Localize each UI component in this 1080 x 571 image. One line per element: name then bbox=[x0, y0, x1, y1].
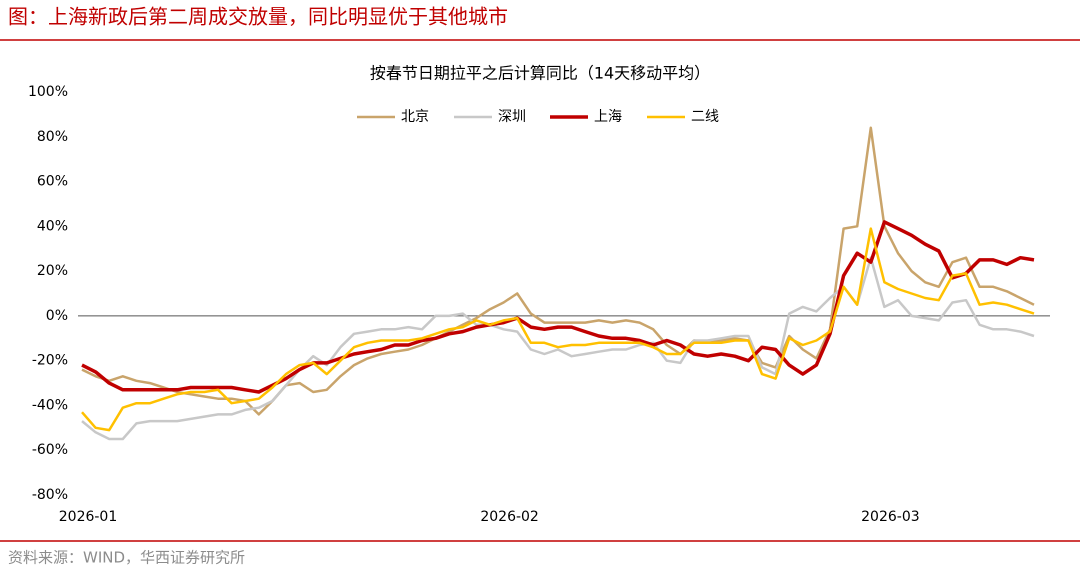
y-tick-label: -20% bbox=[32, 353, 68, 369]
series-line bbox=[81, 227, 1035, 432]
y-tick-label: 20% bbox=[37, 263, 68, 279]
x-tick-label: 2026-02 bbox=[480, 509, 539, 525]
y-tick-label: 100% bbox=[28, 84, 68, 100]
x-tick-label: 2026-01 bbox=[59, 509, 118, 525]
series-line bbox=[81, 220, 1035, 394]
y-tick-label: -40% bbox=[32, 397, 68, 413]
series-line bbox=[81, 126, 1035, 416]
y-tick-label: -60% bbox=[32, 442, 68, 458]
y-tick-label: 60% bbox=[37, 174, 68, 190]
chart-title: 按春节日期拉平之后计算同比（14天移动平均） bbox=[370, 64, 710, 83]
legend-label: 上海 bbox=[594, 109, 622, 125]
x-tick-label: 2026-03 bbox=[861, 509, 920, 525]
y-tick-label: 80% bbox=[37, 129, 68, 145]
legend-label: 深圳 bbox=[498, 109, 526, 125]
page-title: 图：上海新政后第二周成交放量，同比明显优于其他城市 bbox=[8, 5, 508, 29]
source-note: 资料来源：WIND，华西证券研究所 bbox=[8, 549, 245, 567]
legend-label: 二线 bbox=[691, 109, 719, 125]
y-tick-label: 40% bbox=[37, 218, 68, 234]
y-tick-label: 0% bbox=[46, 308, 68, 324]
legend-label: 北京 bbox=[401, 109, 429, 125]
y-tick-label: -80% bbox=[32, 487, 68, 503]
series-line bbox=[81, 256, 1035, 441]
